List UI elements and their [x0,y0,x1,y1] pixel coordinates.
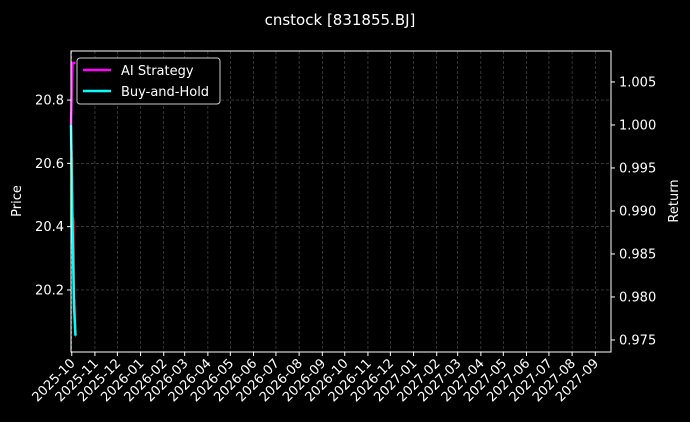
y-axis-left: 20.2 20.4 20.6 20.8 [35,94,71,298]
y2-tick-label: 0.995 [619,161,656,176]
series-lines [69,61,77,336]
y-tick-label: 20.8 [35,94,64,109]
y2-tick-label: 1.000 [619,118,656,133]
y2-axis-label: Return [667,179,682,222]
plot-frame [70,50,612,353]
legend-label-buy-and-hold: Buy-and-Hold [121,85,209,100]
y2-tick-label: 0.975 [619,333,656,348]
legend: AI Strategy Buy-and-Hold [76,57,221,105]
legend-label-ai-strategy: AI Strategy [121,64,194,79]
y-tick-label: 20.6 [35,157,64,172]
series-line-buy-and-hold [69,124,77,336]
y-axis-right: 0.975 0.980 0.985 0.990 0.995 1.000 1.005 [611,75,656,348]
y2-tick-label: 0.980 [619,290,656,305]
y2-tick-label: 0.985 [619,247,656,262]
y-tick-label: 20.4 [35,220,64,235]
x-axis: 2025-102025-112025-122026-012026-022026-… [30,352,602,405]
legend-box [76,57,221,105]
y-tick-label: 20.2 [35,283,64,298]
y2-tick-label: 0.990 [619,204,656,219]
y2-tick-label: 1.005 [619,75,656,90]
chart-title: cnstock [831855.BJ] [265,11,416,29]
series-line-ai-strategy [69,61,76,125]
y-axis-label: Price [10,185,25,217]
